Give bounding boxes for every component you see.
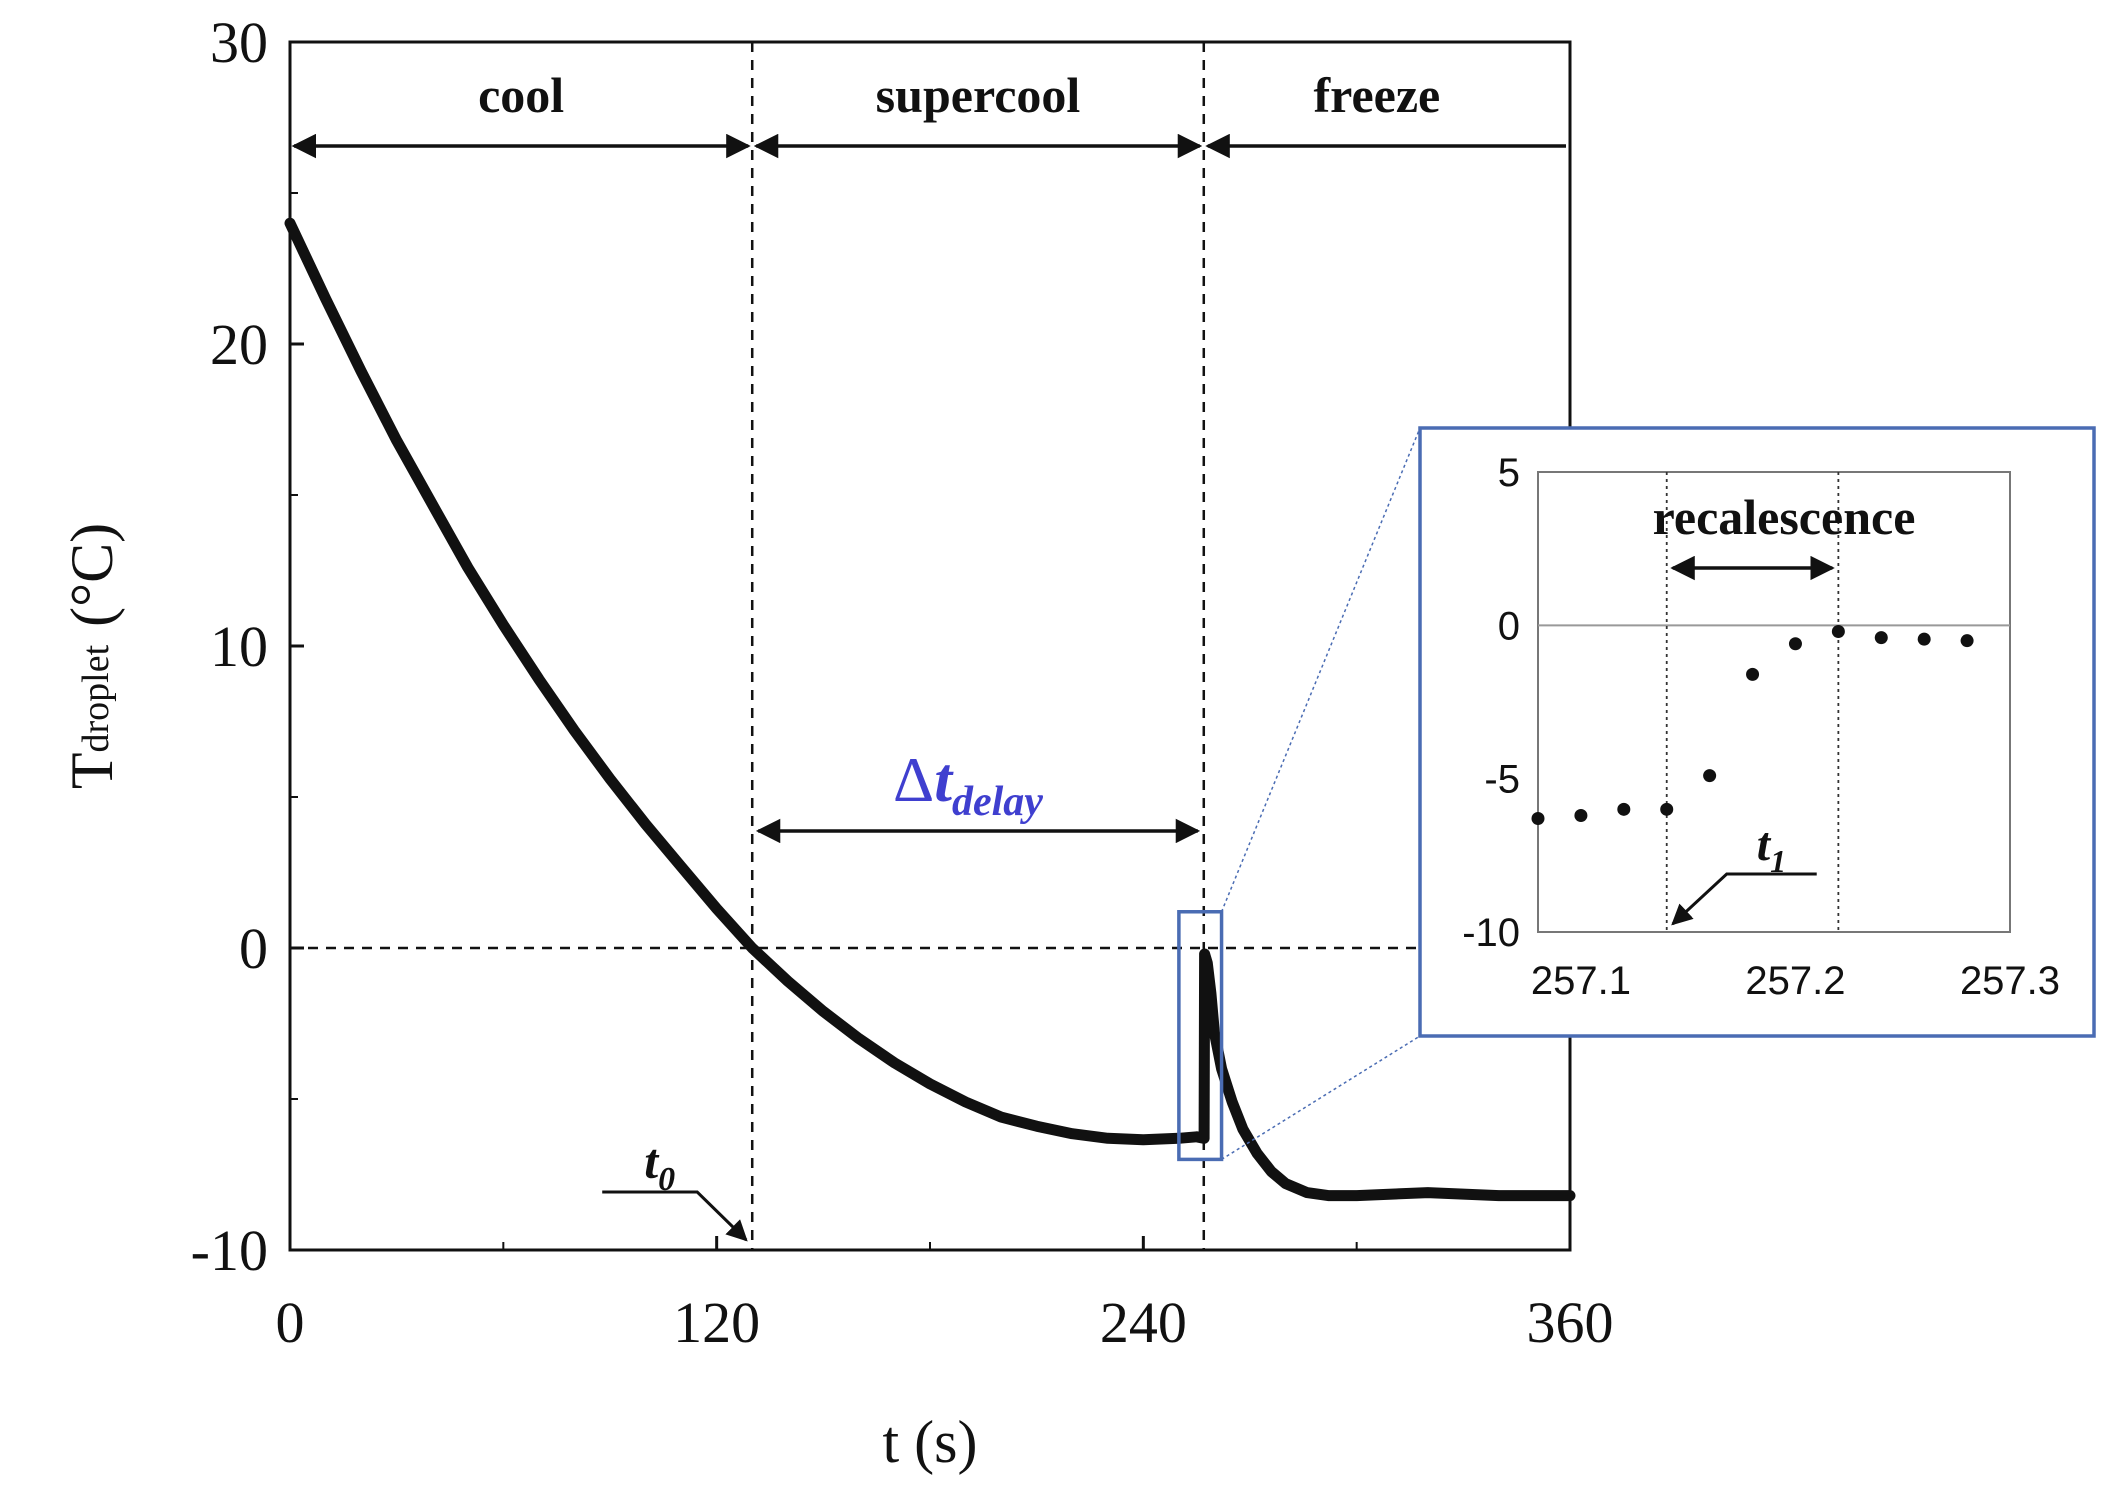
phase-label-supercool: supercool [876,67,1081,123]
y-axis-label-unit: (°C) [59,523,125,627]
t1-label-subscript: 1 [1770,843,1786,879]
t1-label-text: t [1757,818,1772,871]
inset-plot: -10 -5 0 5 257.1 257.2 257.3 recalescence t1 [1220,426,2096,1161]
inset-y-tick-label: 5 [1498,451,1520,495]
y-tick-label: 10 [210,614,268,679]
zoom-box [1177,910,1224,1162]
x-tick-label: 120 [673,1290,760,1355]
zoom-connector-bottom [1221,1035,1421,1161]
x-axis-label: t (s) [883,1409,978,1475]
t0-label-text: t [644,1133,660,1189]
inset-y-tick-label: -5 [1484,758,1520,802]
inset-y-tick-label: 0 [1498,604,1520,648]
delay-label-text: t [934,744,954,815]
inset-data-point [1874,631,1888,645]
inset-data-point [1574,808,1588,822]
y-axis-label-subscript: droplet [75,644,117,752]
x-tick-label: 360 [1527,1290,1614,1355]
inset-x-tick-label: 257.2 [1745,959,1845,1003]
inset-y-tick-label: -10 [1462,911,1520,955]
inset-data-point [1703,769,1717,783]
inset-data-point [1531,812,1545,826]
zoom-connector-top [1220,427,1421,913]
y-axis-label: Tdroplet (°C) [59,523,125,789]
phase-label-cool: cool [478,67,564,123]
t0-label: t0 [644,1133,675,1198]
inset-plot-area [1537,471,2011,933]
inset-frame [1418,426,2096,1038]
inset-data-point [1831,624,1845,638]
t0-label-subscript: 0 [658,1161,675,1198]
inset-data-point [1660,802,1674,816]
x-tick-label: 0 [276,1290,305,1355]
inset-data-point [1960,634,1974,648]
inset-title: recalescence [1653,489,1916,545]
y-tick-label: 30 [210,10,268,75]
delay-label-subscript: delay [952,779,1043,825]
y-axis-label-main: T [59,752,125,789]
inset-data-point [1917,632,1931,646]
t1-pointer [1671,872,1817,926]
phase-label-freeze: freeze [1314,67,1441,123]
inset-data-point [1617,802,1631,816]
y-tick-label: 0 [239,916,268,981]
inset-x-tick-label: 257.3 [1960,959,2060,1003]
delay-label: Δtdelay [893,744,1043,825]
temperature-curve [284,217,1576,1202]
y-tick-label: -10 [191,1218,268,1283]
t0-pointer [602,1190,748,1242]
inset-data-point [1746,667,1760,681]
inset-x-tick-label: 257.1 [1531,959,1631,1003]
t1-label: t1 [1757,818,1786,879]
delay-label-symbol: Δ [893,744,934,815]
plot-frame [288,40,1572,1252]
inset-data-point [1788,637,1802,651]
x-tick-label: 240 [1100,1290,1187,1355]
y-tick-label: 20 [210,312,268,377]
